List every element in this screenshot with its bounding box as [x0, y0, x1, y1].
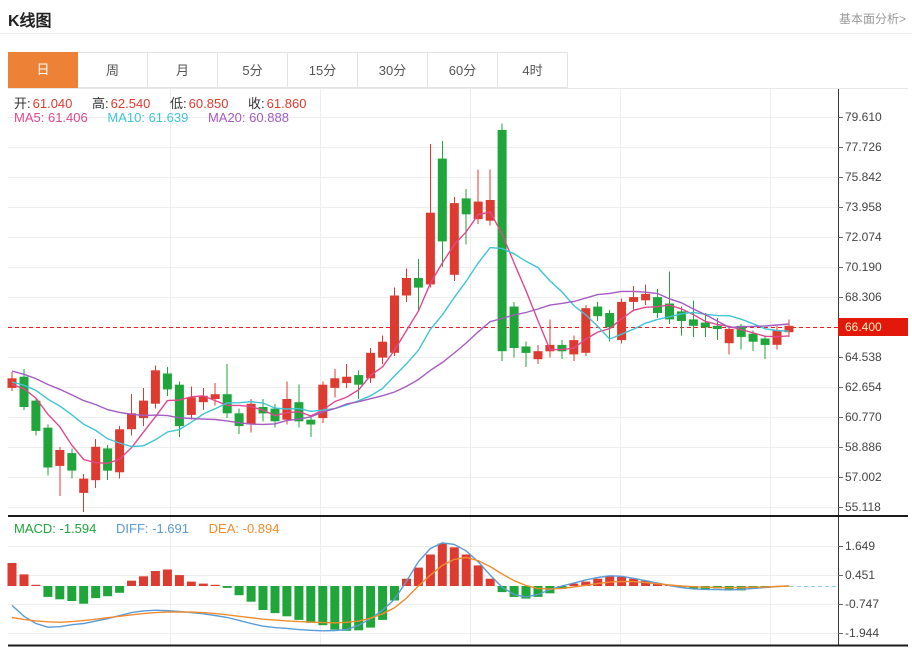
- price-tick: 58.886: [845, 440, 882, 454]
- ma20-value: 60.888: [249, 110, 289, 125]
- macd-tick: -1.944: [845, 626, 880, 640]
- open-value: 61.040: [32, 96, 73, 111]
- ma10-line: [11, 246, 790, 448]
- low-group: 低: 60.850: [170, 96, 228, 111]
- price-tick: 68.306: [845, 290, 882, 304]
- price-tick: 57.002: [845, 470, 882, 484]
- period-tab-60分[interactable]: 60分: [428, 52, 498, 88]
- price-tick: 79.610: [845, 110, 882, 124]
- dea-label: DEA:: [208, 521, 239, 536]
- ma20-line: [11, 290, 790, 426]
- price-tick: 75.842: [845, 170, 882, 184]
- period-tab-月[interactable]: 月: [148, 52, 218, 88]
- close-value: 61.860: [266, 96, 307, 111]
- price-tick: 60.770: [845, 410, 882, 424]
- period-tab-4时[interactable]: 4时: [498, 52, 568, 88]
- open-group: 开: 61.040: [14, 96, 72, 111]
- period-tabs: 日周月 5分 15分 30分 60分 4时: [8, 52, 568, 88]
- fundamental-analysis-link[interactable]: 基本面分析>: [838, 12, 906, 26]
- period-tab-日[interactable]: 日: [8, 52, 78, 88]
- price-tick: 64.538: [845, 350, 882, 364]
- ma5-value: 61.406: [47, 110, 88, 125]
- diff-line: [11, 542, 790, 632]
- ma10-value: 61.639: [148, 110, 189, 125]
- macd-tick: 0.451: [845, 568, 876, 582]
- period-tab-周[interactable]: 周: [78, 52, 148, 88]
- price-tick: 72.074: [845, 230, 882, 244]
- period-tab-5分[interactable]: 5分: [218, 52, 288, 88]
- ma10-group: MA10: 61.639: [107, 110, 188, 125]
- ma5-line: [11, 211, 790, 465]
- diff-value: -1.691: [152, 521, 190, 536]
- macd-tick: -0.747: [845, 597, 880, 611]
- open-label: 开:: [14, 96, 31, 111]
- page-title: K线图: [8, 13, 52, 30]
- current-price-tag: 66.400: [838, 318, 908, 337]
- high-value: 62.540: [110, 96, 151, 111]
- ma10-label: MA10:: [107, 110, 145, 125]
- price-tick: 70.190: [845, 260, 882, 274]
- price-tick: 73.958: [845, 200, 882, 214]
- price-tick: 62.654: [845, 380, 882, 394]
- price-tick: 77.726: [845, 140, 882, 154]
- macd-label: MACD:: [14, 521, 56, 536]
- price-tick: 55.118: [845, 500, 881, 514]
- low-label: 低:: [170, 96, 187, 111]
- diff-label: DIFF:: [116, 521, 149, 536]
- dea-line: [11, 556, 790, 624]
- low-value: 60.850: [188, 96, 229, 111]
- high-group: 高: 62.540: [92, 96, 150, 111]
- diff-group: DIFF: -1.691: [116, 521, 189, 536]
- high-label: 高:: [92, 96, 109, 111]
- dea-group: DEA: -0.894: [209, 521, 280, 536]
- macd-value: -1.594: [59, 521, 97, 536]
- ma20-label: MA20:: [207, 110, 246, 125]
- ma5-group: MA5: 61.406: [14, 110, 88, 125]
- macd-tick: 1.649: [845, 539, 876, 553]
- period-tab-15分[interactable]: 15分: [288, 52, 358, 88]
- ma-readout: MA5: 61.406 MA10: 61.639 MA20: 60.888: [14, 110, 305, 125]
- close-group: 收: 61.860: [248, 96, 306, 111]
- macd-group: MACD: -1.594: [14, 521, 96, 536]
- close-label: 收:: [248, 96, 265, 111]
- dea-value: -0.894: [242, 521, 280, 536]
- ma5-label: MA5:: [14, 110, 45, 125]
- period-tab-30分[interactable]: 30分: [358, 52, 428, 88]
- ma20-group: MA20: 60.888: [208, 110, 289, 125]
- macd-readout: MACD: -1.594 DIFF: -1.691 DEA: -0.894: [14, 521, 295, 536]
- ohlc-readout: 开: 61.040 高: 62.540 低: 60.850 收: 61.860: [14, 93, 322, 112]
